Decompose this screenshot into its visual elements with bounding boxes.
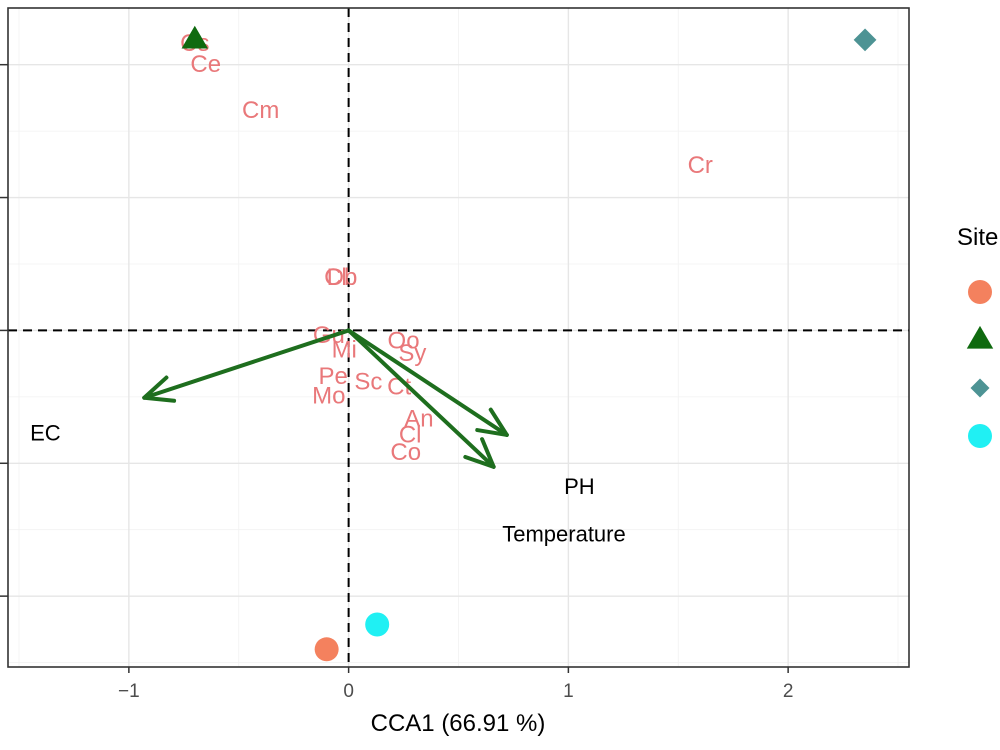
env-vector-arrow <box>142 328 351 400</box>
env-vector-arrow <box>346 328 509 437</box>
env-vector-label: Temperature <box>502 522 626 547</box>
species-label: Cl <box>399 421 422 448</box>
zero-lines <box>8 8 909 667</box>
y-axis-ticks <box>0 63 8 597</box>
species-label: Cr <box>688 152 713 179</box>
env-vector-arrowhead <box>142 375 177 403</box>
x-tick-label: −1 <box>118 681 140 702</box>
legend: Site <box>957 224 998 448</box>
site-point <box>853 28 877 52</box>
site-points <box>181 25 877 662</box>
x-tick-label: 2 <box>783 681 794 702</box>
species-labels: CsCeCmCrClDbGuMiOoSyPeScCtMoAnClCo <box>180 30 713 466</box>
legend-key <box>968 280 992 304</box>
x-tick-label: 1 <box>563 681 574 702</box>
species-label: Pe <box>319 363 348 390</box>
site-point <box>181 25 209 49</box>
species-label: Cm <box>242 97 279 124</box>
legend-key <box>966 325 994 349</box>
x-tick-label: 0 <box>343 681 354 702</box>
species-label: Co <box>390 439 421 466</box>
env-vector-arrow <box>346 328 496 469</box>
env-vectors <box>142 328 509 469</box>
species-label: Cl <box>324 264 347 291</box>
env-vector-arrowhead <box>475 407 509 437</box>
site-point <box>365 612 390 637</box>
env-labels: EC PH Temperature <box>30 421 626 547</box>
species-label: Sc <box>354 368 382 395</box>
species-label: Oo <box>388 328 420 355</box>
env-vector-label: EC <box>30 421 61 446</box>
site-point <box>314 637 339 662</box>
species-label: Mi <box>332 336 357 363</box>
species-label: Mo <box>312 382 345 409</box>
legend-key <box>968 424 992 448</box>
x-axis-ticks: −1 0 1 2 <box>118 667 793 702</box>
species-label: An <box>404 405 433 432</box>
x-axis-title: CCA1 (66.91 %) <box>371 710 546 737</box>
legend-key <box>970 378 990 398</box>
species-label: Sy <box>398 340 426 367</box>
env-vector-arrowhead <box>463 437 496 469</box>
plot-panel-border <box>7 7 910 668</box>
species-label: Ce <box>190 51 221 78</box>
legend-title: Site <box>957 224 998 251</box>
species-label: Db <box>327 264 358 291</box>
env-vector-label: PH <box>564 474 595 499</box>
grid-lines <box>8 8 909 667</box>
